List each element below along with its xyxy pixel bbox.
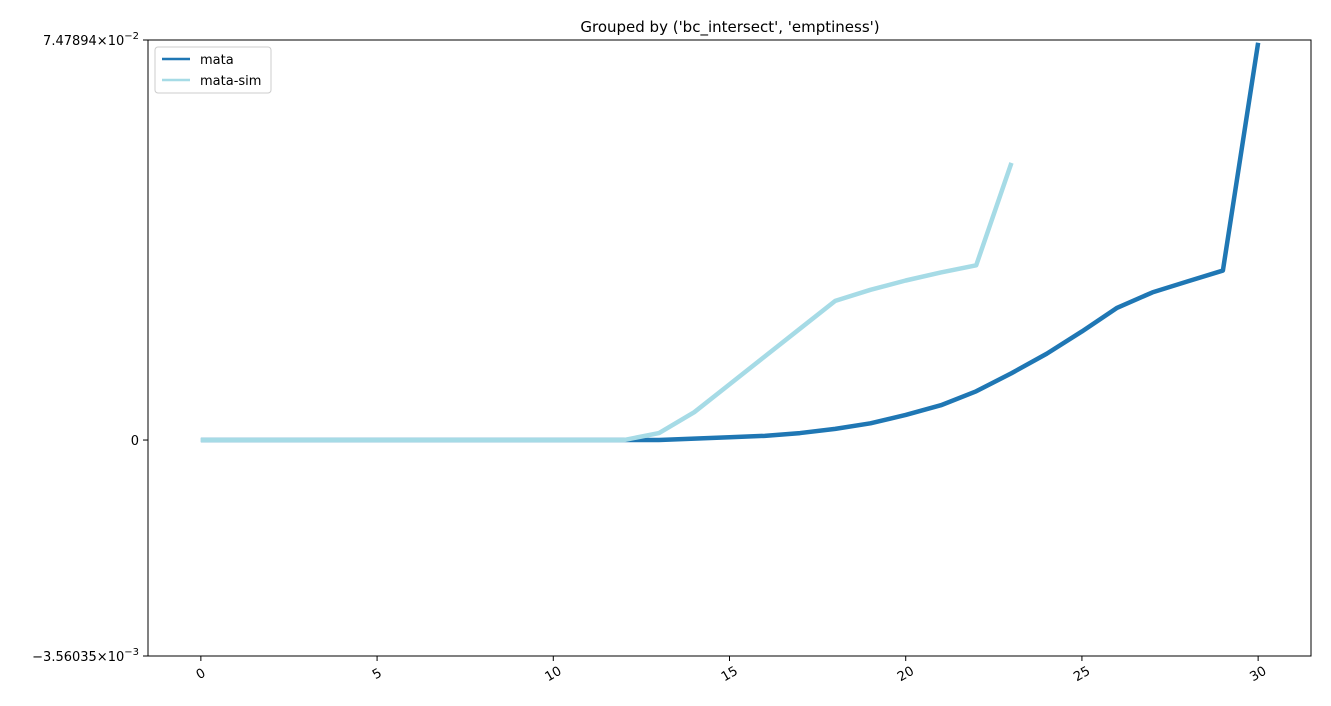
series-line-mata <box>200 42 1261 443</box>
y-tick-label: 0 <box>131 434 139 449</box>
x-tick-label: 25 <box>1071 664 1093 685</box>
legend-label-mata: mata <box>200 53 234 68</box>
x-tick-label: 30 <box>1247 664 1269 685</box>
series-line-mata-sim <box>200 162 1014 443</box>
x-tick-label: 20 <box>895 664 917 685</box>
legend: mata mata-sim <box>154 46 272 94</box>
x-tick-label: 15 <box>719 664 741 685</box>
plot-frame <box>147 39 1312 657</box>
x-tick-label: 10 <box>543 664 565 685</box>
y-tick-label: 7.47894×10−2 <box>43 31 139 49</box>
x-tick-label: 5 <box>370 666 385 683</box>
chart-title: Grouped by ('bc_intersect', 'emptiness') <box>580 18 879 37</box>
y-tick-label: −3.56035×10−3 <box>32 647 139 665</box>
legend-label-mata-sim: mata-sim <box>200 74 261 89</box>
x-tick-label: 0 <box>194 666 209 683</box>
